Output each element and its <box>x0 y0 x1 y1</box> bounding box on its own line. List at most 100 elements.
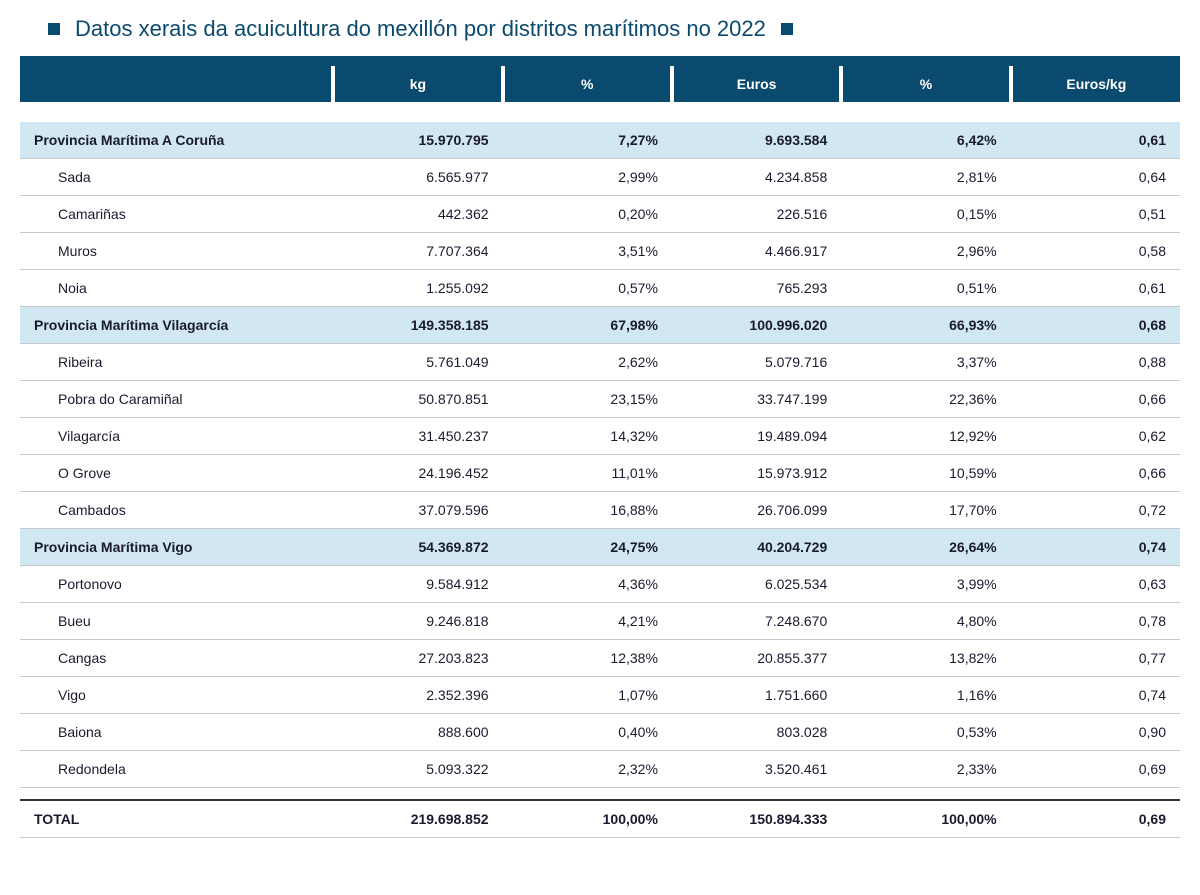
row-name: Sada <box>20 159 333 196</box>
row-kg: 5.761.049 <box>333 344 502 381</box>
province-name: Provincia Marítima Vigo <box>20 529 333 566</box>
row-name: Vilagarcía <box>20 418 333 455</box>
row-pctkg: 2,32% <box>503 751 672 788</box>
row-name: Redondela <box>20 751 333 788</box>
row-pctkg: 11,01% <box>503 455 672 492</box>
row-name: Bueu <box>20 603 333 640</box>
row-pctkg: 4,36% <box>503 566 672 603</box>
total-eurkg: 0,69 <box>1011 800 1180 838</box>
row-euros: 26.706.099 <box>672 492 841 529</box>
row-pctkg: 0,20% <box>503 196 672 233</box>
province-name: Provincia Marítima A Coruña <box>20 122 333 159</box>
row-pctkg: 1,07% <box>503 677 672 714</box>
title-square-right-icon <box>781 23 793 35</box>
province-pcteur: 26,64% <box>841 529 1010 566</box>
province-eurkg: 0,68 <box>1011 307 1180 344</box>
row-name: Ribeira <box>20 344 333 381</box>
row-pcteur: 0,53% <box>841 714 1010 751</box>
total-euros: 150.894.333 <box>672 800 841 838</box>
row-kg: 9.246.818 <box>333 603 502 640</box>
row-pctkg: 23,15% <box>503 381 672 418</box>
table-row: Vilagarcía31.450.23714,32%19.489.09412,9… <box>20 418 1180 455</box>
table-footer: TOTAL 219.698.852 100,00% 150.894.333 10… <box>20 788 1180 838</box>
province-eurkg: 0,74 <box>1011 529 1180 566</box>
row-pcteur: 2,81% <box>841 159 1010 196</box>
table-row: Ribeira5.761.0492,62%5.079.7163,37%0,88 <box>20 344 1180 381</box>
row-kg: 9.584.912 <box>333 566 502 603</box>
row-eurkg: 0,66 <box>1011 381 1180 418</box>
table-row: Muros7.707.3643,51%4.466.9172,96%0,58 <box>20 233 1180 270</box>
province-kg: 15.970.795 <box>333 122 502 159</box>
total-pctkg: 100,00% <box>503 800 672 838</box>
row-euros: 19.489.094 <box>672 418 841 455</box>
row-pcteur: 3,37% <box>841 344 1010 381</box>
row-pcteur: 12,92% <box>841 418 1010 455</box>
table-row: Portonovo9.584.9124,36%6.025.5343,99%0,6… <box>20 566 1180 603</box>
row-kg: 5.093.322 <box>333 751 502 788</box>
row-name: Camariñas <box>20 196 333 233</box>
province-kg: 54.369.872 <box>333 529 502 566</box>
row-eurkg: 0,61 <box>1011 270 1180 307</box>
row-kg: 24.196.452 <box>333 455 502 492</box>
row-eurkg: 0,78 <box>1011 603 1180 640</box>
row-kg: 31.450.237 <box>333 418 502 455</box>
province-pctkg: 67,98% <box>503 307 672 344</box>
page-title: Datos xerais da acuicultura do mexillón … <box>75 16 766 42</box>
page-title-row: Datos xerais da acuicultura do mexillón … <box>20 10 1180 56</box>
row-euros: 5.079.716 <box>672 344 841 381</box>
row-eurkg: 0,74 <box>1011 677 1180 714</box>
col-header-euros: Euros <box>672 66 841 102</box>
row-euros: 3.520.461 <box>672 751 841 788</box>
col-header-name <box>20 66 333 102</box>
col-header-pcteur: % <box>841 66 1010 102</box>
row-eurkg: 0,62 <box>1011 418 1180 455</box>
row-name: O Grove <box>20 455 333 492</box>
row-euros: 765.293 <box>672 270 841 307</box>
row-euros: 15.973.912 <box>672 455 841 492</box>
row-pcteur: 1,16% <box>841 677 1010 714</box>
row-eurkg: 0,72 <box>1011 492 1180 529</box>
row-eurkg: 0,51 <box>1011 196 1180 233</box>
row-pcteur: 13,82% <box>841 640 1010 677</box>
row-euros: 226.516 <box>672 196 841 233</box>
col-header-eurkg: Euros/kg <box>1011 66 1180 102</box>
row-pcteur: 0,15% <box>841 196 1010 233</box>
row-kg: 6.565.977 <box>333 159 502 196</box>
row-kg: 1.255.092 <box>333 270 502 307</box>
row-pcteur: 3,99% <box>841 566 1010 603</box>
row-pctkg: 2,99% <box>503 159 672 196</box>
row-eurkg: 0,69 <box>1011 751 1180 788</box>
row-pcteur: 4,80% <box>841 603 1010 640</box>
row-pcteur: 17,70% <box>841 492 1010 529</box>
province-row: Provincia Marítima Vigo54.369.87224,75%4… <box>20 529 1180 566</box>
row-eurkg: 0,64 <box>1011 159 1180 196</box>
row-euros: 4.234.858 <box>672 159 841 196</box>
table-row: Sada6.565.9772,99%4.234.8582,81%0,64 <box>20 159 1180 196</box>
row-pctkg: 0,40% <box>503 714 672 751</box>
province-euros: 40.204.729 <box>672 529 841 566</box>
province-pctkg: 24,75% <box>503 529 672 566</box>
row-pctkg: 2,62% <box>503 344 672 381</box>
table-row: Vigo2.352.3961,07%1.751.6601,16%0,74 <box>20 677 1180 714</box>
row-pcteur: 10,59% <box>841 455 1010 492</box>
table-row: Camariñas442.3620,20%226.5160,15%0,51 <box>20 196 1180 233</box>
row-pctkg: 4,21% <box>503 603 672 640</box>
row-name: Portonovo <box>20 566 333 603</box>
row-pctkg: 12,38% <box>503 640 672 677</box>
row-name: Vigo <box>20 677 333 714</box>
row-kg: 7.707.364 <box>333 233 502 270</box>
row-pctkg: 16,88% <box>503 492 672 529</box>
province-pcteur: 66,93% <box>841 307 1010 344</box>
row-pcteur: 0,51% <box>841 270 1010 307</box>
col-header-kg: kg <box>333 66 502 102</box>
row-name: Pobra do Caramiñal <box>20 381 333 418</box>
total-row: TOTAL 219.698.852 100,00% 150.894.333 10… <box>20 800 1180 838</box>
table-row: Baiona888.6000,40%803.0280,53%0,90 <box>20 714 1180 751</box>
row-kg: 27.203.823 <box>333 640 502 677</box>
row-name: Baiona <box>20 714 333 751</box>
row-eurkg: 0,63 <box>1011 566 1180 603</box>
row-pcteur: 2,33% <box>841 751 1010 788</box>
row-name: Noia <box>20 270 333 307</box>
province-eurkg: 0,61 <box>1011 122 1180 159</box>
row-kg: 37.079.596 <box>333 492 502 529</box>
